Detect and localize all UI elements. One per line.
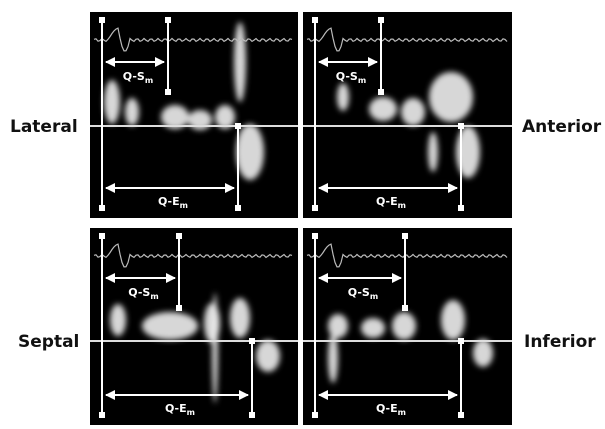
interval-name: Q-S [128, 286, 150, 299]
echo-panel: Q-SmQ-Em [90, 12, 298, 218]
interval-label: Q-Sm [123, 70, 153, 85]
interval-subscript: m [187, 408, 195, 417]
signal-blob [441, 300, 465, 340]
echo-panel: Q-SmQ-Em [303, 228, 512, 425]
doppler-signal [104, 22, 264, 180]
echo-panel: Q-SmQ-Em [303, 12, 512, 218]
marker-end [99, 412, 105, 418]
signal-blob [104, 80, 120, 124]
interval-label: Q-Em [165, 402, 195, 417]
signal-blob [473, 339, 493, 367]
signal-blob [428, 132, 438, 172]
marker-end [458, 412, 464, 418]
signal-blob [337, 83, 349, 111]
marker-end [99, 233, 105, 239]
marker-end [402, 233, 408, 239]
interval-subscript: m [180, 201, 188, 210]
view-label: Inferior [524, 332, 596, 352]
signal-blob [234, 22, 246, 102]
signal-blob [392, 312, 416, 340]
interval-subscript: m [145, 76, 153, 85]
signal-blob [401, 98, 425, 126]
signal-blob [456, 126, 480, 178]
ecg-trace [306, 243, 508, 268]
interval-subscript: m [150, 292, 158, 301]
marker-end [378, 89, 384, 95]
doppler-signal [328, 300, 493, 383]
marker-end [402, 305, 408, 311]
marker-end [249, 338, 255, 344]
interval-subscript: m [398, 408, 406, 417]
signal-blob [161, 105, 189, 129]
marker-end [312, 412, 318, 418]
signal-blob [328, 333, 338, 383]
ecg-trace [93, 27, 293, 52]
view-label: Anterior [522, 117, 602, 137]
signal-blob [212, 293, 218, 403]
signal-blob [230, 298, 250, 338]
interval-name: Q-E [376, 402, 398, 415]
signal-blob [215, 105, 235, 129]
signal-blob [369, 97, 397, 121]
view-label: Lateral [10, 117, 78, 137]
signal-blob [328, 314, 348, 338]
marker-end [176, 305, 182, 311]
signal-blob [256, 340, 280, 372]
interval-label: Q-Sm [336, 70, 366, 85]
interval-name: Q-S [123, 70, 145, 83]
marker-end [458, 338, 464, 344]
interval-subscript: m [358, 76, 366, 85]
ecg-trace [93, 243, 293, 268]
interval-label: Q-Sm [348, 286, 378, 301]
marker-end [165, 89, 171, 95]
marker-end [312, 233, 318, 239]
signal-blob [110, 304, 126, 336]
marker-end [458, 123, 464, 129]
marker-end [99, 17, 105, 23]
interval-name: Q-E [165, 402, 187, 415]
marker-end [99, 205, 105, 211]
marker-end [235, 205, 241, 211]
interval-subscript: m [370, 292, 378, 301]
echo-panel: Q-SmQ-Em [90, 228, 298, 425]
interval-label: Q-Em [376, 195, 406, 210]
marker-end [165, 17, 171, 23]
marker-end [312, 205, 318, 211]
interval-name: Q-E [158, 195, 180, 208]
marker-end [378, 17, 384, 23]
interval-subscript: m [398, 201, 406, 210]
signal-blob [429, 72, 473, 122]
signal-blob [125, 98, 139, 126]
marker-end [312, 17, 318, 23]
view-label: Septal [18, 332, 79, 352]
doppler-signal [110, 293, 280, 403]
marker-end [176, 233, 182, 239]
interval-name: Q-E [376, 195, 398, 208]
interval-label: Q-Sm [128, 286, 158, 301]
signal-blob [236, 124, 264, 180]
signal-blob [361, 318, 385, 338]
interval-name: Q-S [336, 70, 358, 83]
ecg-trace [306, 27, 508, 52]
marker-end [249, 412, 255, 418]
interval-label: Q-Em [376, 402, 406, 417]
interval-name: Q-S [348, 286, 370, 299]
marker-end [458, 205, 464, 211]
marker-end [235, 123, 241, 129]
interval-label: Q-Em [158, 195, 188, 210]
signal-blob [142, 312, 198, 340]
